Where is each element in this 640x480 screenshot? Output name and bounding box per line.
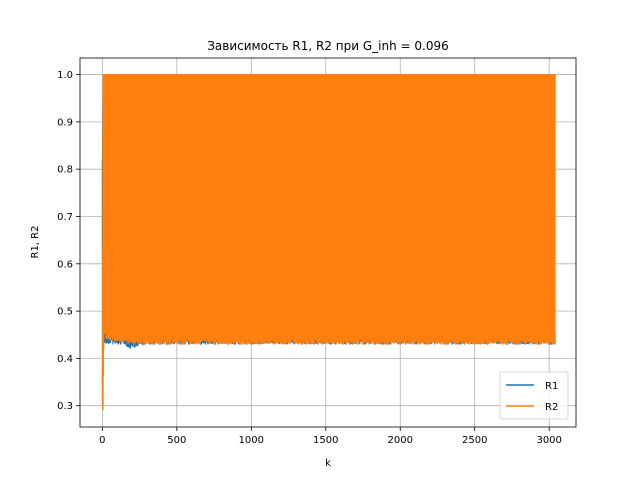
y-tick-label: 0.9 <box>57 117 73 128</box>
x-tick-label: 3000 <box>536 435 561 446</box>
x-tick-label: 1500 <box>313 435 338 446</box>
y-tick-label: 0.7 <box>57 212 73 223</box>
x-axis: 0 500 1000 1500 2000 2500 3000 <box>99 427 562 446</box>
x-tick-label: 2000 <box>388 435 413 446</box>
series-line-r2 <box>101 73 556 411</box>
y-axis: 0.3 0.4 0.5 0.6 0.7 0.8 0.9 1.0 <box>57 70 80 412</box>
legend-label-r2: R2 <box>545 402 558 413</box>
plot-area <box>101 73 556 411</box>
legend-box <box>499 371 569 420</box>
y-tick-label: 1.0 <box>57 70 73 81</box>
y-axis-label: R1, R2 <box>30 226 41 259</box>
legend-label-r1: R1 <box>545 381 558 392</box>
x-tick-label: 2500 <box>462 435 487 446</box>
legend: R1 R2 <box>499 371 569 420</box>
y-tick-label: 0.8 <box>57 165 73 176</box>
y-tick-label: 0.6 <box>57 259 73 270</box>
chart-title: Зависимость R1, R2 при G_inh = 0.096 <box>207 39 449 53</box>
x-axis-label: k <box>325 458 331 469</box>
x-tick-label: 500 <box>167 435 186 446</box>
y-tick-label: 0.5 <box>57 307 73 318</box>
y-tick-label: 0.3 <box>57 401 73 412</box>
x-tick-label: 0 <box>99 435 105 446</box>
plot-frame <box>79 57 577 428</box>
x-tick-label: 1000 <box>239 435 264 446</box>
y-tick-label: 0.4 <box>57 354 73 365</box>
